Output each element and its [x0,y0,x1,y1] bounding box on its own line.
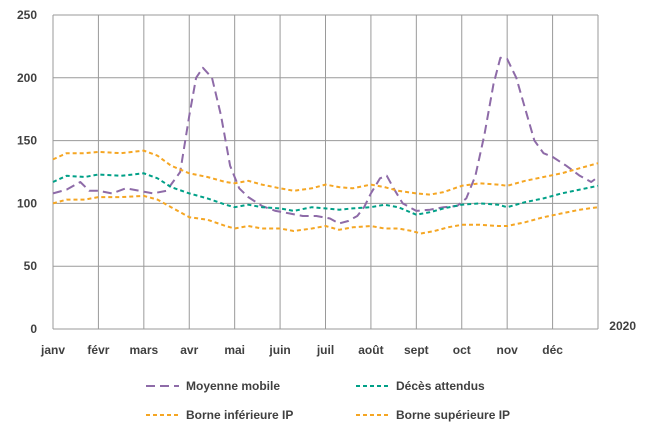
legend-label: Moyenne mobile [186,379,280,393]
x-tick-label: mars [129,343,158,357]
x-tick-label: déc [542,343,563,357]
x-tick-label: juin [268,343,290,357]
series-line [52,56,599,225]
x-tick-label: juil [316,343,334,357]
gridlines [52,14,599,330]
y-axis-ticks: 0 50 100 150 200 250 [17,8,37,336]
y-tick-label: 100 [17,196,37,210]
x-tick-label: août [358,343,383,357]
series-layer [52,56,599,235]
legend-label: Décès attendus [396,379,485,393]
x-tick-label: sept [404,343,429,357]
x-tick-label: avr [180,343,198,357]
x-axis-ticks: janv févr mars avr mai juin juil août sept oct nov… [40,343,563,357]
x-tick-label: janv [40,343,65,357]
year-label: 2020 [609,319,636,333]
series-line [52,149,599,196]
legend-label: Borne inférieure IP [186,408,293,422]
y-tick-label: 200 [17,71,37,85]
legend-label: Borne supérieure IP [396,408,510,422]
y-tick-label: 0 [30,322,37,336]
y-tick-label: 50 [24,259,38,273]
y-tick-label: 150 [17,134,37,148]
series-line [52,172,599,216]
x-tick-label: mai [224,343,245,357]
legend: Moyenne mobile Décès attendus Borne inféri… [146,379,510,422]
series-line [52,194,599,235]
y-tick-label: 250 [17,8,37,22]
x-tick-label: nov [496,343,518,357]
x-tick-label: févr [87,343,109,357]
x-tick-label: oct [453,343,471,357]
